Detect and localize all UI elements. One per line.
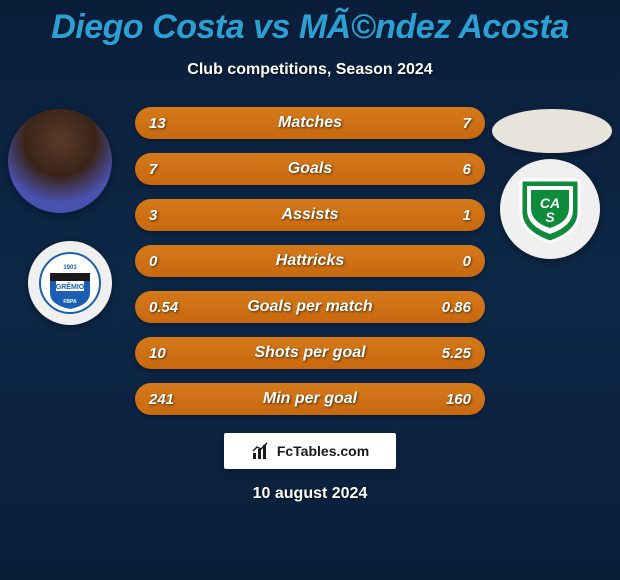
comparison-title: Diego Costa vs MÃ©ndez Acosta [0, 0, 620, 47]
player-right-badge [492, 109, 612, 153]
stat-label: Goals per match [247, 298, 372, 316]
stat-row: 241 Min per goal 160 [135, 383, 485, 415]
player-left-avatar [8, 109, 112, 213]
stat-value-left: 13 [149, 115, 166, 132]
svg-text:1903: 1903 [63, 265, 77, 271]
stat-value-left: 241 [149, 391, 174, 408]
stat-value-left: 7 [149, 161, 157, 178]
stat-label: Matches [278, 114, 342, 132]
branding-badge: FcTables.com [224, 433, 396, 469]
club-left-logo: 1903 GRÊMIO FBPA [28, 241, 112, 325]
stat-label: Min per goal [263, 390, 357, 408]
content-area: 1903 GRÊMIO FBPA CA S 13Matches77Goals63… [0, 107, 620, 415]
stat-row: 0.54 Goals per match 0.86 [135, 291, 485, 323]
stat-value-left: 0.54 [149, 299, 178, 316]
stat-label: Assists [282, 206, 339, 224]
stat-value-right: 160 [446, 391, 471, 408]
stats-table: 13Matches77Goals63Assists10Hattricks00.5… [135, 107, 485, 415]
stat-value-right: 1 [463, 207, 471, 224]
stat-label: Goals [288, 160, 332, 178]
stat-value-left: 0 [149, 253, 157, 270]
stat-value-right: 0 [463, 253, 471, 270]
stat-label: Shots per goal [254, 344, 365, 362]
branding-text: FcTables.com [277, 443, 369, 459]
club-right-logo: CA S [500, 159, 600, 259]
svg-text:GRÊMIO: GRÊMIO [56, 282, 85, 291]
cas-shield-icon: CA S [513, 172, 587, 246]
stat-value-right: 7 [463, 115, 471, 132]
stat-value-right: 0.86 [442, 299, 471, 316]
footer-date: 10 august 2024 [0, 485, 620, 503]
chart-icon [251, 441, 271, 461]
stat-label: Hattricks [276, 252, 344, 270]
gremio-crest-icon: 1903 GRÊMIO FBPA [38, 251, 102, 315]
stat-row: 3 Assists 1 [135, 199, 485, 231]
svg-text:S: S [545, 209, 555, 225]
stat-value-left: 10 [149, 345, 166, 362]
stat-value-right: 5.25 [442, 345, 471, 362]
stat-row: 10 Shots per goal 5.25 [135, 337, 485, 369]
stat-row: 0 Hattricks 0 [135, 245, 485, 277]
svg-text:FBPA: FBPA [63, 299, 77, 305]
stat-row: 7 Goals 6 [135, 153, 485, 185]
comparison-subtitle: Club competitions, Season 2024 [0, 61, 620, 79]
stat-row: 13 Matches 7 [135, 107, 485, 139]
stat-value-right: 6 [463, 161, 471, 178]
stat-value-left: 3 [149, 207, 157, 224]
